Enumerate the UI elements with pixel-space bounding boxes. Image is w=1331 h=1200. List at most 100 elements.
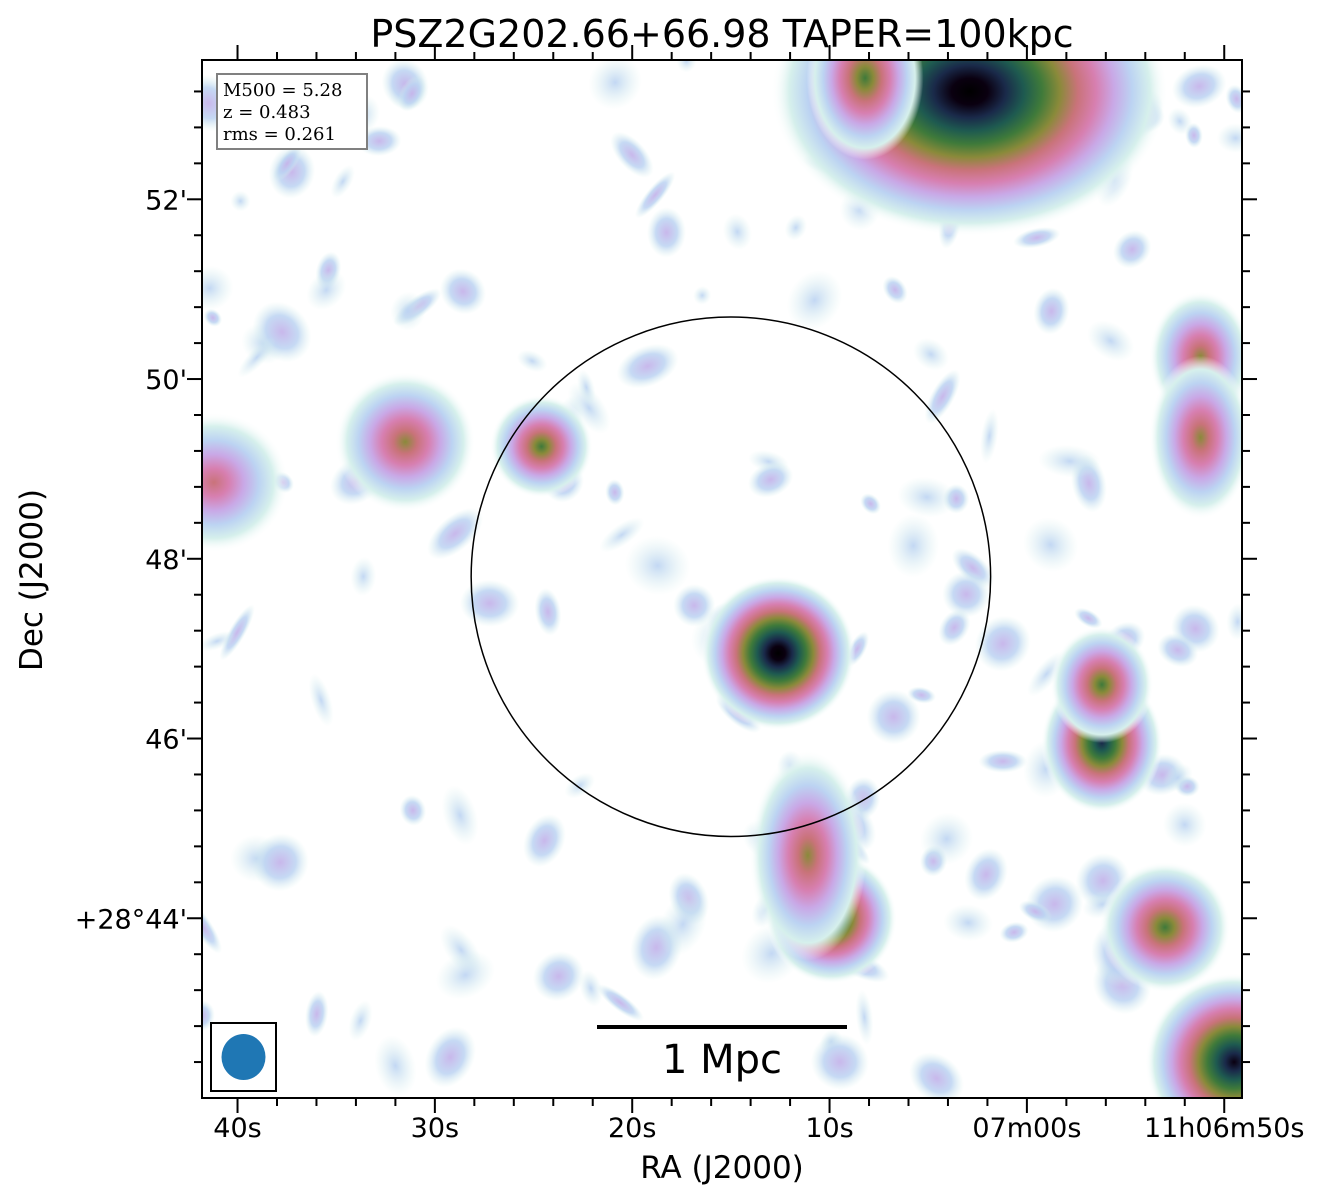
noise-patch — [534, 588, 562, 636]
y-tick-label: 48' — [145, 545, 187, 576]
central-compact-source — [701, 576, 856, 731]
x-tick-label: 30s — [411, 1113, 459, 1144]
noise-patch — [306, 269, 347, 311]
noise-patch — [424, 1026, 476, 1088]
source-east-upper — [1050, 626, 1154, 744]
x-tick-label: 40s — [213, 1113, 261, 1144]
noise-patch — [523, 814, 566, 868]
source-south-extension — [749, 750, 867, 961]
noise-patch — [599, 517, 645, 553]
info-m500: M500 = 5.28 — [223, 80, 342, 101]
x-axis-ticks — [236, 45, 1226, 1113]
scale-bar: 1 Mpc — [597, 1025, 847, 1083]
noise-patch — [251, 833, 309, 892]
source-west-edge — [202, 412, 289, 553]
source-north — [806, 60, 924, 160]
noise-patch — [399, 794, 427, 826]
noise-patch — [1074, 607, 1103, 629]
noise-patch — [1013, 226, 1061, 249]
noise-patch — [964, 848, 1008, 901]
noise-patch — [305, 990, 329, 1037]
noise-patch — [882, 275, 908, 304]
noise-patch — [951, 548, 994, 588]
y-axis-label: Dec (J2000) — [14, 489, 50, 671]
x-tick-label: 10s — [805, 1113, 853, 1144]
noise-patch — [577, 369, 596, 405]
source-east-mid — [1149, 355, 1242, 520]
noise-patch — [942, 571, 991, 618]
noise-patch — [866, 689, 921, 745]
noise-patch — [435, 950, 495, 1000]
noise-patch — [980, 408, 999, 464]
noise-patch — [912, 337, 949, 371]
noise-patch — [943, 904, 993, 942]
noise-patch — [230, 190, 251, 212]
noise-patch — [784, 214, 807, 241]
noise-patch — [398, 75, 426, 112]
noise-patch — [920, 812, 974, 866]
x-tick-label: 11h06m50s — [1144, 1113, 1305, 1144]
noise-patch — [348, 1000, 373, 1042]
y-tick-label: 46' — [145, 725, 187, 756]
noise-patch — [459, 579, 520, 627]
noise-patch — [203, 308, 223, 327]
x-tick-label: 20s — [608, 1113, 656, 1144]
noise-patch — [786, 270, 843, 331]
scale-bar-label: 1 Mpc — [662, 1037, 782, 1083]
noise-patch — [610, 131, 654, 178]
source-west — [335, 371, 476, 513]
noise-patch — [1018, 900, 1053, 923]
noise-patch — [974, 615, 1031, 672]
noise-patch — [441, 785, 479, 846]
noise-patch — [330, 164, 355, 199]
noise-patch — [907, 686, 936, 704]
noise-patch — [1226, 603, 1242, 641]
noise-patch — [1033, 287, 1070, 335]
chart-title: PSZ2G202.66+66.98 TAPER=100kpc — [370, 12, 1073, 56]
x-axis-label: RA (J2000) — [640, 1150, 804, 1186]
noise-patch — [567, 382, 611, 434]
info-redshift: z = 0.483 — [223, 102, 311, 123]
noise-patch — [1216, 123, 1242, 154]
noise-patch — [564, 772, 595, 799]
noise-patch — [1225, 84, 1242, 114]
noise-patch — [999, 921, 1029, 943]
noise-patch — [1038, 444, 1102, 478]
noise-patch — [427, 507, 483, 560]
noise-patch — [676, 60, 697, 73]
noise-patch — [1171, 64, 1227, 109]
y-tick-label: +28°44' — [75, 904, 187, 935]
noise-patch — [924, 369, 961, 424]
noise-patch — [1113, 230, 1152, 269]
noise-patch — [747, 461, 794, 498]
noise-patch — [897, 476, 957, 518]
noise-patch — [722, 213, 752, 251]
noise-patch — [273, 145, 302, 182]
noise-patch — [1087, 320, 1135, 362]
noise-patch — [978, 749, 1028, 773]
beam-ellipse — [221, 1034, 266, 1080]
noise-patch — [308, 673, 334, 727]
noise-patch — [357, 125, 402, 157]
info-rms: rms = 0.261 — [223, 124, 336, 145]
noise-patch — [909, 1052, 964, 1098]
noise-patch — [237, 337, 276, 378]
noise-patch — [516, 349, 548, 373]
noise-patch — [219, 604, 255, 661]
info-box: M500 = 5.28 z = 0.483 rms = 0.261 — [216, 73, 368, 150]
noise-patch — [596, 984, 644, 1022]
noise-patch — [202, 265, 234, 311]
noise-patch — [1162, 802, 1207, 847]
plot-frame — [201, 59, 1243, 1099]
noise-patch — [374, 1035, 417, 1097]
y-tick-labels: 52' 50' 48' 46' +28°44' — [75, 185, 187, 935]
x-tick-label: 07m00s — [972, 1113, 1081, 1144]
noise-patch — [634, 171, 676, 219]
y-tick-label: 50' — [145, 365, 187, 396]
noise-patch — [938, 609, 971, 646]
noise-patch — [350, 556, 377, 597]
noise-patch — [673, 584, 716, 627]
noise-patch — [532, 951, 585, 1002]
noise-patch — [1167, 107, 1193, 135]
noise-patch — [624, 535, 691, 596]
